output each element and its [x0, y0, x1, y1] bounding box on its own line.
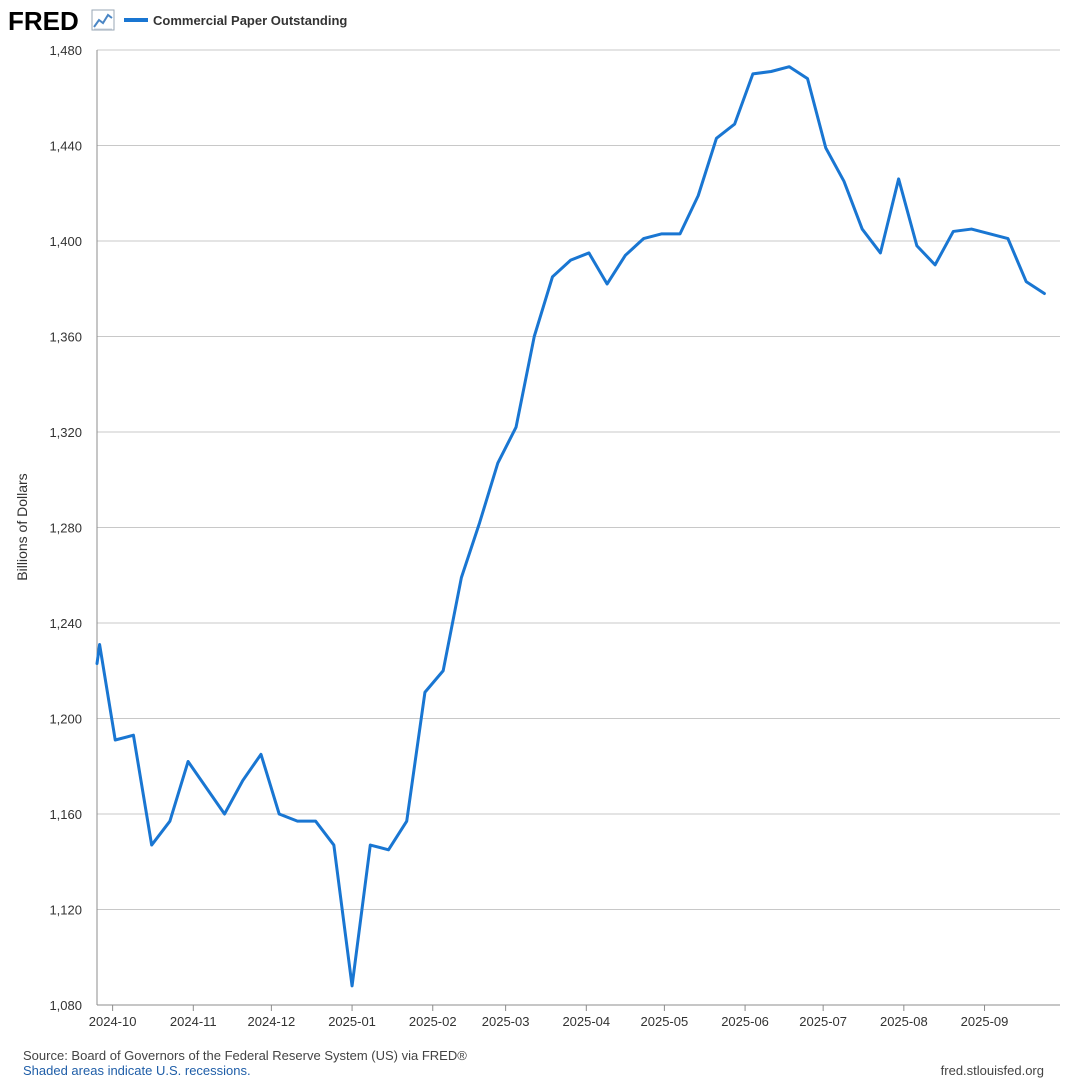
y-tick-labels: 1,080 1,120 1,160 1,200 1,240 1,280 1,320 1,360… — [49, 43, 82, 1013]
x-tick-label: 2024-12 — [248, 1014, 296, 1029]
y-tick-label: 1,400 — [49, 234, 82, 249]
y-tick-label: 1,360 — [49, 330, 82, 345]
series-line[interactable] — [95, 65, 1046, 988]
x-tick-label: 2025-02 — [409, 1014, 457, 1029]
y-tick-label: 1,480 — [49, 43, 82, 58]
y-tick-label: 1,440 — [49, 139, 82, 154]
x-tick-label: 2025-07 — [799, 1014, 847, 1029]
x-tick-label: 2024-10 — [89, 1014, 137, 1029]
site-url[interactable]: fred.stlouisfed.org — [941, 1063, 1044, 1078]
gridlines — [97, 49, 1060, 910]
y-tick-label: 1,240 — [49, 616, 82, 631]
x-tick-label: 2025-09 — [961, 1014, 1009, 1029]
fred-logo[interactable]: FRED — [8, 6, 115, 36]
x-tick-label: 2024-11 — [170, 1014, 217, 1029]
series-layer[interactable] — [95, 65, 1046, 988]
y-tick-label: 1,280 — [49, 521, 82, 536]
legend-label: Commercial Paper Outstanding — [153, 13, 347, 28]
x-tick-label: 2025-03 — [482, 1014, 530, 1029]
y-tick-label: 1,080 — [49, 998, 82, 1013]
x-tick-label: 2025-08 — [880, 1014, 928, 1029]
source-note: Source: Board of Governors of the Federa… — [23, 1048, 467, 1063]
y-tick-label: 1,120 — [49, 903, 82, 918]
legend[interactable]: Commercial Paper Outstanding — [124, 13, 347, 28]
fred-logo-text: FRED — [8, 6, 79, 36]
y-axis-title: Billions of Dollars — [14, 473, 30, 580]
x-tick-label: 2025-01 — [328, 1014, 376, 1029]
recession-note[interactable]: Shaded areas indicate U.S. recessions. — [23, 1063, 251, 1078]
y-tick-label: 1,320 — [49, 425, 82, 440]
x-tick-label: 2025-04 — [562, 1014, 610, 1029]
line-chart-icon — [91, 9, 115, 31]
x-tick-label: 2025-05 — [641, 1014, 689, 1029]
x-tick-labels: 2024-10 2024-11 2024-12 2025-01 2025-02 2025-… — [89, 1014, 1009, 1029]
axes — [96, 50, 1060, 1011]
y-tick-label: 1,200 — [49, 712, 82, 727]
y-tick-label: 1,160 — [49, 807, 82, 822]
x-tick-label: 2025-06 — [721, 1014, 769, 1029]
